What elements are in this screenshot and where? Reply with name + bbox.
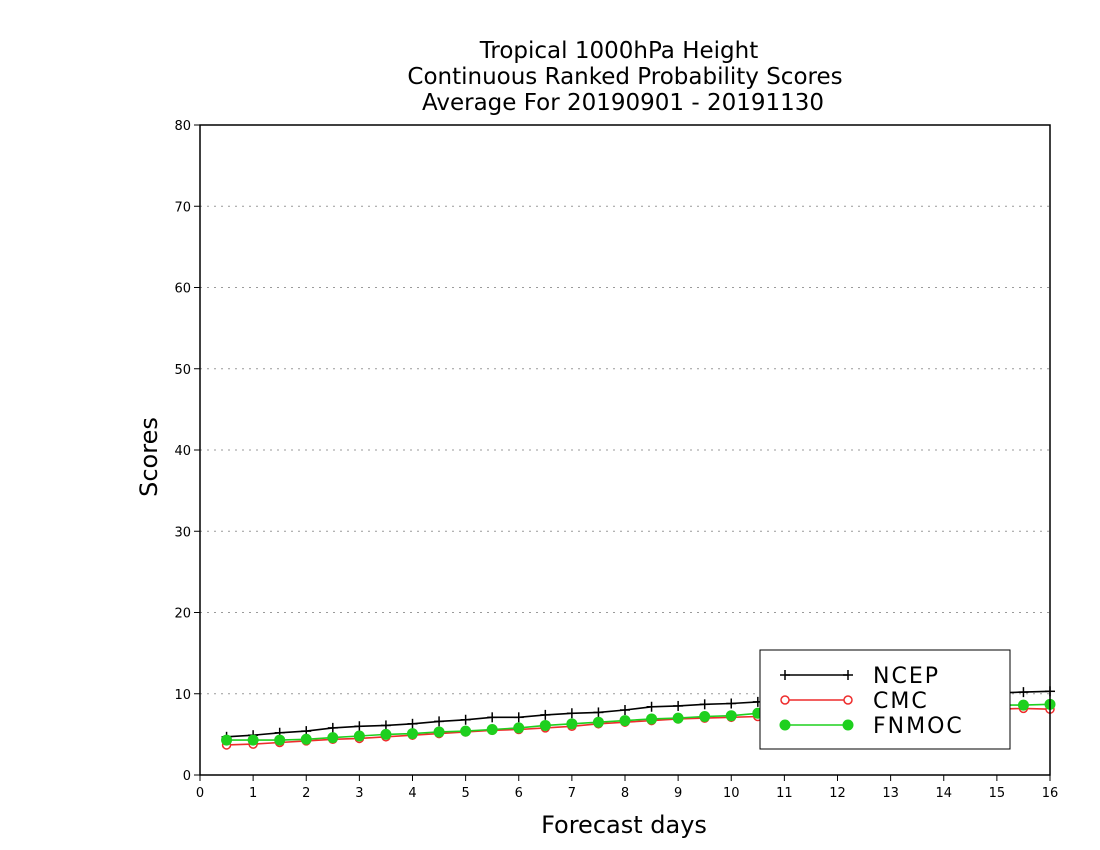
y-tick-label: 70: [174, 200, 191, 215]
data-point-ncep: [354, 721, 365, 732]
data-point-ncep: [620, 705, 630, 715]
x-tick-label: 3: [355, 786, 363, 801]
x-axis-label: Forecast days: [541, 811, 707, 839]
data-point-ncep: [460, 714, 471, 725]
data-point-ncep: [513, 712, 524, 723]
x-tick-label: 10: [723, 786, 740, 801]
legend-marker: [780, 695, 790, 705]
y-tick-label: 80: [174, 119, 191, 134]
data-point-ncep: [673, 700, 684, 711]
data-point-fnmoc: [699, 711, 711, 722]
data-point-fnmoc: [486, 724, 498, 735]
x-tick-label: 13: [882, 786, 899, 801]
legend-entry-cmc: CMC: [780, 689, 929, 714]
x-axis-ticks: 0 1 2 3 4 5 6 7 8 9 10 11 12 13 14 15 16: [196, 775, 1058, 801]
y-tick-label: 20: [174, 607, 191, 622]
data-point-fnmoc: [539, 719, 551, 731]
data-point-ncep: [380, 720, 391, 731]
data-point-ncep: [327, 722, 338, 733]
y-tick-label: 60: [174, 282, 191, 297]
y-axis-label: Scores: [135, 417, 163, 497]
data-point-ncep: [1018, 687, 1029, 698]
y-tick-label: 40: [174, 444, 191, 459]
data-point-fnmoc: [380, 728, 392, 740]
data-point-fnmoc: [1017, 699, 1029, 711]
chart-title: Tropical 1000hPa Height Continuous Ranke…: [407, 38, 842, 116]
data-point-ncep: [407, 718, 418, 729]
y-tick-label: 10: [174, 688, 191, 703]
x-tick-label: 11: [776, 786, 793, 801]
x-tick-label: 14: [935, 786, 952, 801]
legend-marker: [843, 670, 853, 680]
legend-marker: [842, 719, 854, 731]
legend-label: NCEP: [873, 664, 940, 689]
y-tick-label: 30: [174, 525, 191, 540]
title-line-1: Tropical 1000hPa Height: [479, 38, 759, 64]
y-tick-label: 0: [183, 769, 191, 784]
legend-marker: [779, 719, 791, 731]
data-point-fnmoc: [672, 712, 684, 724]
data-point-ncep: [566, 708, 577, 719]
x-tick-label: 9: [674, 786, 682, 801]
legend-marker: [843, 695, 853, 705]
x-tick-label: 12: [829, 786, 846, 801]
x-tick-label: 6: [515, 786, 523, 801]
data-point-ncep: [726, 698, 737, 709]
data-point-fnmoc: [407, 728, 418, 740]
x-tick-label: 16: [1042, 786, 1059, 801]
data-point-ncep: [593, 707, 604, 718]
x-tick-label: 7: [568, 786, 576, 801]
data-point-fnmoc: [247, 734, 259, 746]
legend-label: CMC: [873, 689, 929, 714]
data-point-fnmoc: [513, 722, 525, 734]
gridlines: [200, 205, 1050, 695]
x-tick-label: 1: [249, 786, 257, 801]
y-tick-label: 50: [174, 363, 191, 378]
plot-frame: [199, 124, 1051, 776]
legend-marker: [780, 670, 790, 680]
data-point-fnmoc: [353, 730, 365, 742]
data-point-fnmoc: [460, 725, 472, 737]
data-point-fnmoc: [619, 715, 631, 727]
data-point-fnmoc: [646, 713, 658, 725]
data-point-fnmoc: [327, 732, 339, 744]
title-line-2: Continuous Ranked Probability Scores: [407, 64, 842, 90]
y-axis-ticks: 0 10 20 30 40 50 60 70 80: [174, 119, 200, 784]
data-point-fnmoc: [433, 726, 445, 738]
data-point-ncep: [646, 701, 657, 712]
data-point-fnmoc: [592, 716, 604, 728]
x-tick-label: 4: [408, 786, 416, 801]
x-tick-label: 0: [196, 786, 204, 801]
data-point-ncep: [487, 712, 498, 723]
data-point-ncep: [540, 709, 551, 720]
x-tick-label: 5: [461, 786, 469, 801]
data-point-ncep: [434, 716, 445, 727]
data-point-ncep: [699, 699, 710, 710]
data-point-fnmoc: [566, 718, 578, 730]
x-tick-label: 8: [621, 786, 629, 801]
legend-entry-ncep: NCEP: [780, 664, 940, 689]
legend-label: FNMOC: [873, 714, 964, 739]
data-point-fnmoc: [274, 734, 286, 746]
title-line-3: Average For 20190901 - 20191130: [422, 90, 824, 116]
data-point-fnmoc: [221, 734, 233, 746]
data-point-fnmoc: [725, 710, 737, 722]
x-tick-label: 15: [989, 786, 1006, 801]
legend-entry-fnmoc: FNMOC: [779, 714, 964, 739]
x-tick-label: 2: [302, 786, 310, 801]
data-point-fnmoc: [300, 733, 312, 745]
